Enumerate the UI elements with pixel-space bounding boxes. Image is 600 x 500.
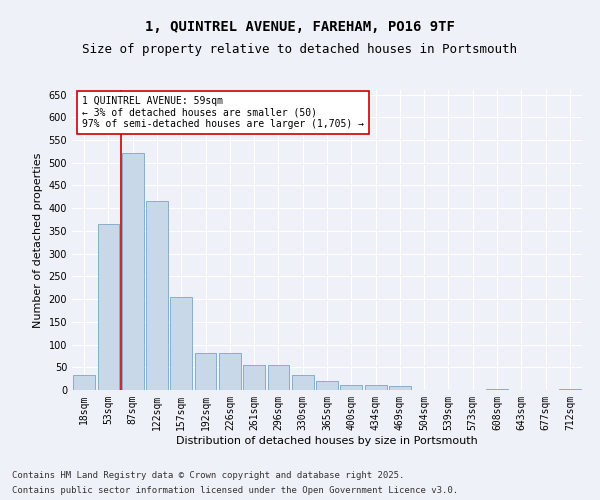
Bar <box>292 375 314 390</box>
Text: Contains public sector information licensed under the Open Government Licence v3: Contains public sector information licen… <box>12 486 458 495</box>
Text: Contains HM Land Registry data © Crown copyright and database right 2025.: Contains HM Land Registry data © Crown c… <box>12 471 404 480</box>
Bar <box>194 352 217 390</box>
Bar <box>365 386 386 390</box>
Text: 1, QUINTREL AVENUE, FAREHAM, PO16 9TF: 1, QUINTREL AVENUE, FAREHAM, PO16 9TF <box>145 20 455 34</box>
Y-axis label: Number of detached properties: Number of detached properties <box>33 152 43 328</box>
Bar <box>243 365 265 390</box>
Bar <box>97 224 119 390</box>
Text: Size of property relative to detached houses in Portsmouth: Size of property relative to detached ho… <box>83 42 517 56</box>
Bar <box>146 202 168 390</box>
Bar <box>486 389 508 390</box>
Bar <box>389 386 411 390</box>
Bar <box>340 386 362 390</box>
X-axis label: Distribution of detached houses by size in Portsmouth: Distribution of detached houses by size … <box>176 436 478 446</box>
Bar <box>316 381 338 390</box>
Bar <box>73 375 95 390</box>
Bar <box>122 152 143 390</box>
Bar <box>559 388 581 390</box>
Bar <box>170 297 192 390</box>
Text: 1 QUINTREL AVENUE: 59sqm
← 3% of detached houses are smaller (50)
97% of semi-de: 1 QUINTREL AVENUE: 59sqm ← 3% of detache… <box>82 96 364 129</box>
Bar <box>268 365 289 390</box>
Bar <box>219 352 241 390</box>
